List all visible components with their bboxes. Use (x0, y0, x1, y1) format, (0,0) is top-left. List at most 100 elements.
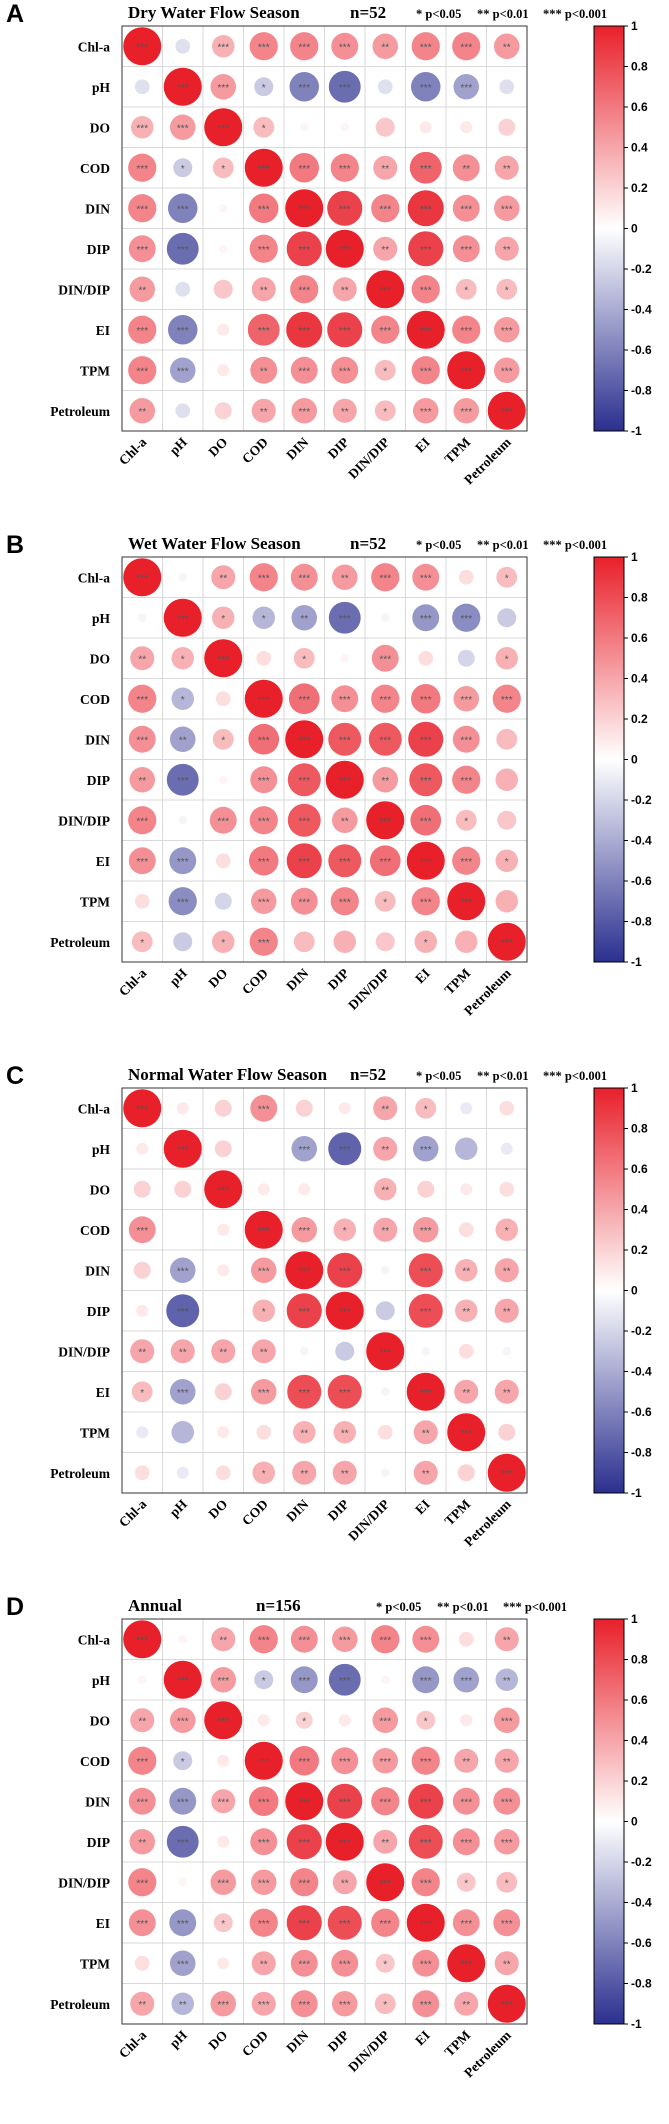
corr-circle-ph-din (291, 604, 318, 631)
significance-stars: *** (379, 1797, 391, 1808)
significance-stars: *** (298, 366, 310, 377)
corr-circle-do-cod (257, 1183, 270, 1196)
corr-circle-din-chl-a (128, 725, 156, 753)
corr-circle-ei-do (213, 1913, 233, 1933)
col-label-do: DO (205, 2028, 230, 2053)
significance-stars: ** (422, 1469, 430, 1480)
significance-stars: *** (136, 816, 148, 827)
corr-circle-ph-dip (328, 70, 361, 103)
significance-stars: *** (136, 42, 148, 53)
significance-stars: *** (136, 735, 148, 746)
significance-legend-item: ** p<0.01 (477, 538, 529, 552)
corr-circle-do-petroleum (499, 1181, 515, 1197)
corr-circle-dip-petroleum (493, 1828, 520, 1855)
corr-circle-din-dip-din-dip (366, 801, 405, 840)
panel-letter: C (6, 1062, 24, 1090)
corr-circle-chl-a-ph (178, 572, 188, 582)
corr-circle-petroleum-cod (251, 398, 276, 423)
significance-stars: *** (420, 1388, 432, 1399)
corr-circle-chl-a-do (214, 1099, 232, 1117)
colorbar-tick-label: 0 (631, 1284, 638, 1298)
corr-circle-din-dip-cod (249, 806, 278, 835)
corr-circle-din-dip-ph (170, 1339, 195, 1364)
significance-stars: *** (501, 1469, 513, 1480)
significance-stars: *** (298, 204, 310, 215)
significance-stars: *** (339, 1797, 351, 1808)
significance-stars: *** (258, 735, 270, 746)
col-label-do: DO (205, 1497, 230, 1522)
corr-circle-chl-a-dip (331, 32, 359, 60)
significance-stars: *** (420, 1919, 432, 1930)
significance-stars: *** (460, 857, 472, 868)
colorbar-tick-label: 0.4 (631, 1203, 648, 1217)
col-label-chl-a: Chl-a (116, 2027, 150, 2061)
significance-stars: * (505, 573, 509, 584)
significance-stars: *** (177, 245, 189, 256)
corr-circle-do-ei (418, 650, 434, 666)
corr-circle-dip-ei (408, 231, 444, 267)
significance-stars: *** (298, 776, 310, 787)
corr-circle-dip-do (218, 775, 228, 785)
corr-circle-din-dip-petroleum (496, 1871, 518, 1893)
significance-stars: ** (138, 776, 146, 787)
corr-circle-do-din-dip (375, 117, 395, 137)
corr-circle-din-dip-chl-a (129, 276, 156, 303)
col-label-cod: COD (239, 965, 271, 997)
corr-circle-dip-din-dip (373, 1829, 398, 1854)
corr-circle-din-do (212, 728, 234, 750)
colorbar (593, 556, 625, 963)
significance-stars: *** (217, 1716, 229, 1727)
corr-circle-tpm-din (290, 1949, 318, 1977)
significance-stars: * (262, 1676, 266, 1687)
corr-circle-din-cod (249, 1786, 279, 1816)
significance-stars: *** (217, 1185, 229, 1196)
significance-stars: *** (339, 1388, 351, 1399)
col-label-chl-a: Chl-a (116, 434, 150, 468)
significance-stars: *** (339, 776, 351, 787)
col-label-din-dip: DIN/DIP (345, 435, 392, 482)
significance-stars: *** (258, 1104, 270, 1115)
significance-stars: *** (379, 285, 391, 296)
corr-circle-din-din-dip (371, 194, 400, 223)
significance-stars: *** (339, 1959, 351, 1970)
significance-stars: *** (177, 366, 189, 377)
corr-circle-tpm-din (292, 1420, 316, 1444)
significance-stars: *** (379, 326, 391, 337)
significance-stars: *** (420, 1838, 432, 1849)
significance-legend-item: * p<0.05 (376, 1600, 421, 1614)
chart-title: Dry Water Flow Season (128, 3, 300, 22)
significance-stars: *** (298, 816, 310, 827)
significance-stars: *** (501, 2000, 513, 2011)
corr-circle-petroleum-ph (176, 1466, 189, 1479)
corr-circle-cod-tpm (453, 685, 480, 712)
corr-circle-tpm-dip (330, 887, 359, 916)
corr-circle-ei-tpm (452, 315, 481, 344)
significance-legend-item: *** p<0.001 (543, 1069, 607, 1083)
row-label-chl-a: Chl-a (78, 570, 111, 585)
significance-stars: *** (136, 123, 148, 134)
row-label-din: DIN (85, 1794, 110, 1809)
row-label-cod: COD (80, 161, 110, 176)
corr-circle-din-dip-cod (251, 1339, 276, 1364)
corr-circle-ph-do (211, 606, 235, 630)
significance-stars: *** (258, 1388, 270, 1399)
significance-stars: *** (460, 42, 472, 53)
corr-circle-ei-petroleum (495, 849, 519, 873)
corr-circle-ph-ph (163, 1129, 202, 1168)
corr-circle-tpm-do (214, 892, 232, 910)
significance-stars: *** (136, 245, 148, 256)
corr-circle-do-ph (171, 646, 195, 670)
corr-circle-din-dip-do (211, 1339, 236, 1364)
colorbar-tick-label: 0 (631, 1815, 638, 1829)
corr-circle-ph-dip (328, 1663, 361, 1696)
significance-stars: *** (339, 857, 351, 868)
significance-stars: ** (260, 366, 268, 377)
corr-circle-chl-a-petroleum (493, 33, 520, 60)
corr-circle-chl-a-do (211, 1627, 236, 1652)
colorbar-tick-label: 1 (631, 1612, 638, 1626)
significance-stars: *** (177, 123, 189, 134)
corr-circle-tpm-cod (251, 1951, 276, 1976)
row-label-din: DIN (85, 1263, 110, 1278)
significance-legend-item: *** p<0.001 (543, 7, 607, 21)
col-label-tpm: TPM (442, 965, 474, 997)
